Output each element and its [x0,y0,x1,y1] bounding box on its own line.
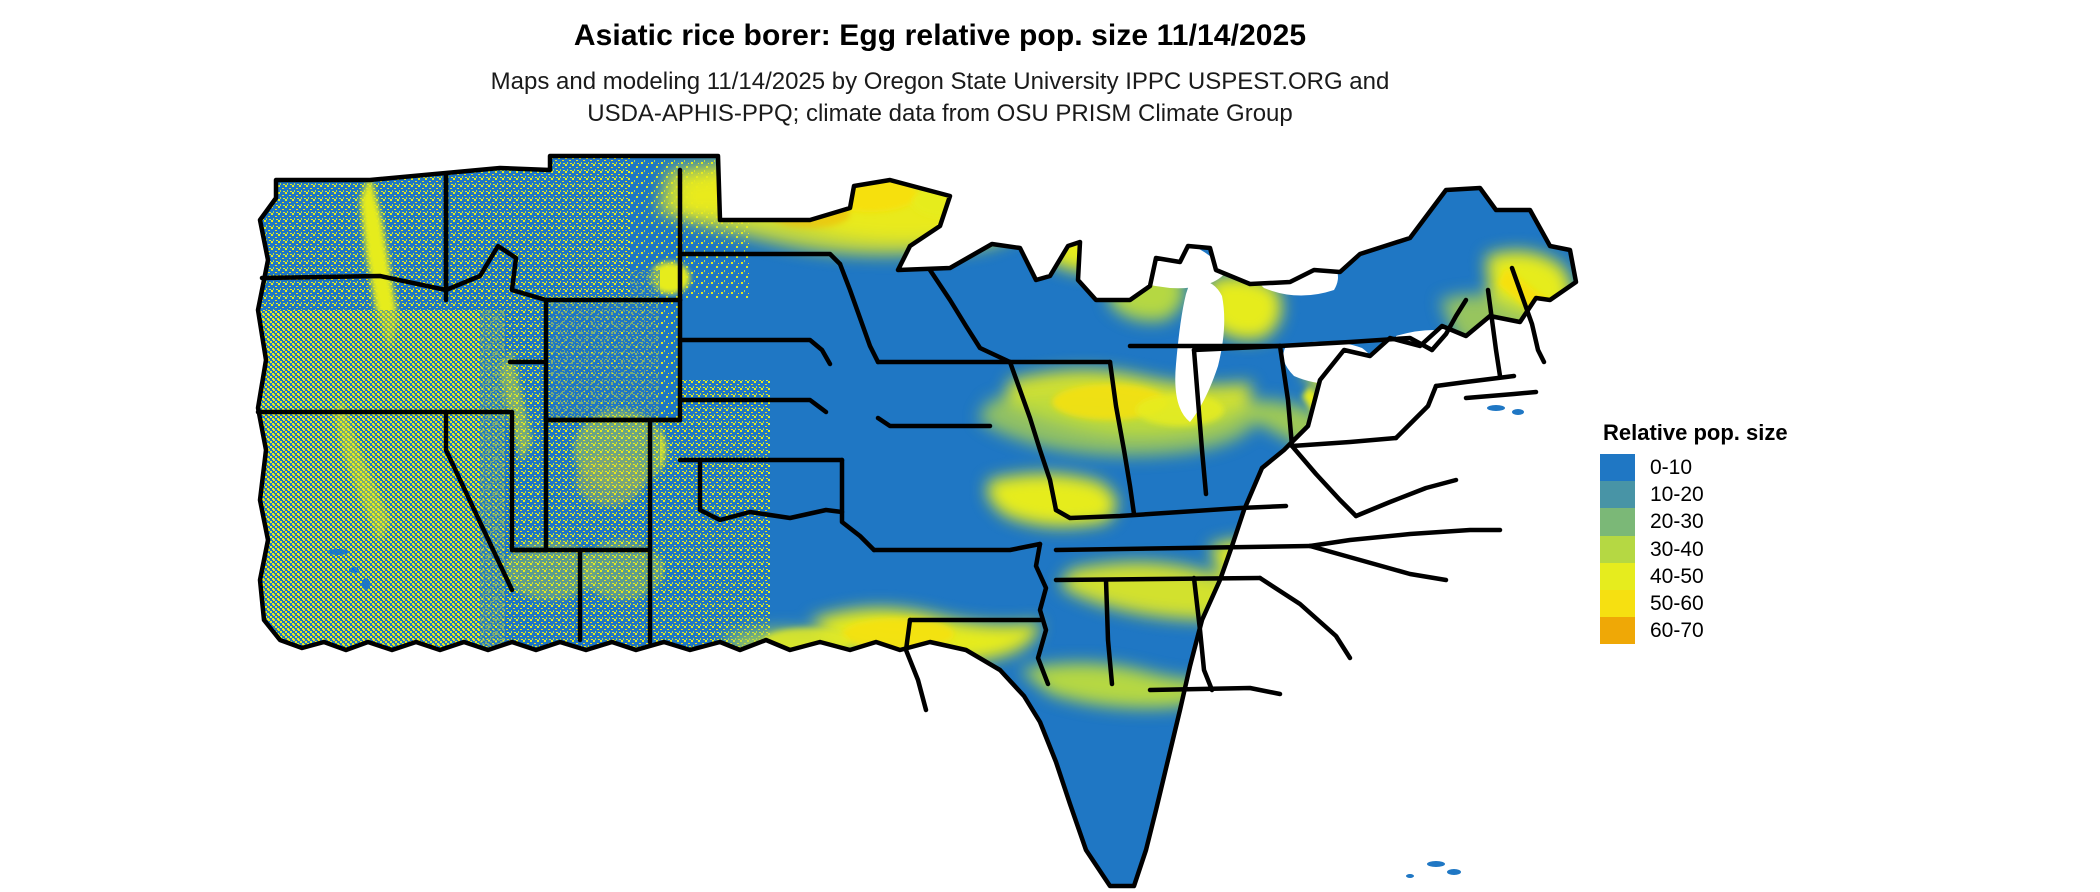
page-title: Asiatic rice borer: Egg relative pop. si… [573,19,1307,52]
us-choropleth-map [250,150,1600,892]
legend-item[interactable]: 50-60 [1600,589,1900,618]
state-boundaries [255,153,1579,889]
title-block: Asiatic rice borer: Egg relative pop. si… [0,18,1880,130]
legend-swatch-20-30 [1600,508,1635,536]
legend-label-30-40: 30-40 [1650,537,1704,561]
legend-swatch-50-60 [1600,589,1635,618]
coastal-islands [327,405,1524,878]
legend-label-0-10: 0-10 [1650,456,1693,479]
legend-swatch-0-10 [1600,454,1635,482]
legend-label-50-60: 50-60 [1650,591,1704,615]
legend-swatch-40-50 [1600,562,1635,590]
raster-layer-noise [258,270,660,650]
legend-item[interactable]: 0-10 [1600,454,1900,482]
legend-swatch-10-20 [1600,481,1635,509]
map-svg [255,153,1579,889]
legend-item[interactable]: 60-70 [1600,617,1900,645]
map-legend: Relative pop. size 0-10 10-20 20-30 30-4… [1600,420,1900,645]
legend-swatch-60-70 [1600,617,1635,645]
legend-title: Relative pop. size [1603,420,1788,445]
legend-label-40-50: 40-50 [1650,564,1704,588]
subtitle-line-1: Maps and modeling 11/14/2025 by Oregon S… [490,68,1390,95]
legend-item[interactable]: 30-40 [1600,535,1900,563]
legend-label-60-70: 60-70 [1650,619,1704,643]
subtitle-line-2: USDA-APHIS-PPQ; climate data from OSU PR… [587,100,1293,127]
legend-rows: 0-10 10-20 20-30 30-40 40-50 50-60 [1600,454,1900,645]
legend-swatch-30-40 [1600,535,1635,563]
legend-item[interactable]: 40-50 [1600,562,1900,590]
legend-item[interactable]: 20-30 [1600,508,1900,536]
legend-label-20-30: 20-30 [1650,510,1704,534]
legend-label-10-20: 10-20 [1650,483,1704,507]
subtitle: Maps and modeling 11/14/2025 by Oregon S… [0,66,1880,130]
legend-item[interactable]: 10-20 [1600,481,1900,509]
